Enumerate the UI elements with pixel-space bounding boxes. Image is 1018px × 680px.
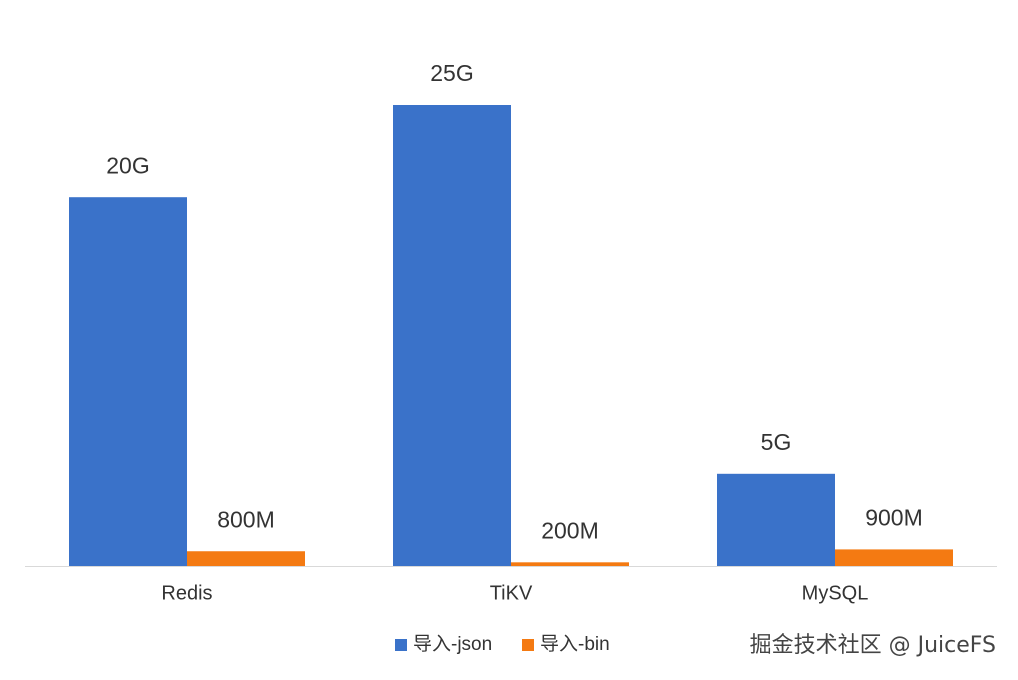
legend-label: 导入-json — [413, 634, 492, 655]
value-label: 900M — [865, 504, 923, 530]
legend-swatch — [395, 639, 407, 651]
bar — [511, 562, 629, 566]
x-tick-label: MySQL — [802, 582, 869, 604]
value-label: 800M — [217, 506, 275, 532]
legend-swatch — [522, 639, 534, 651]
bar — [835, 549, 953, 566]
watermark: 掘金技术社区 @ JuiceFS — [750, 633, 996, 658]
x-tick-label: Redis — [161, 582, 212, 604]
value-label: 25G — [430, 60, 473, 86]
bar — [69, 197, 187, 566]
bar — [187, 551, 305, 566]
bar — [717, 473, 835, 566]
x-tick-label: TiKV — [490, 582, 533, 604]
value-label: 5G — [761, 429, 792, 455]
bar — [393, 105, 511, 566]
value-label: 20G — [106, 152, 149, 178]
value-label: 200M — [541, 517, 599, 543]
legend-label: 导入-bin — [540, 634, 610, 655]
